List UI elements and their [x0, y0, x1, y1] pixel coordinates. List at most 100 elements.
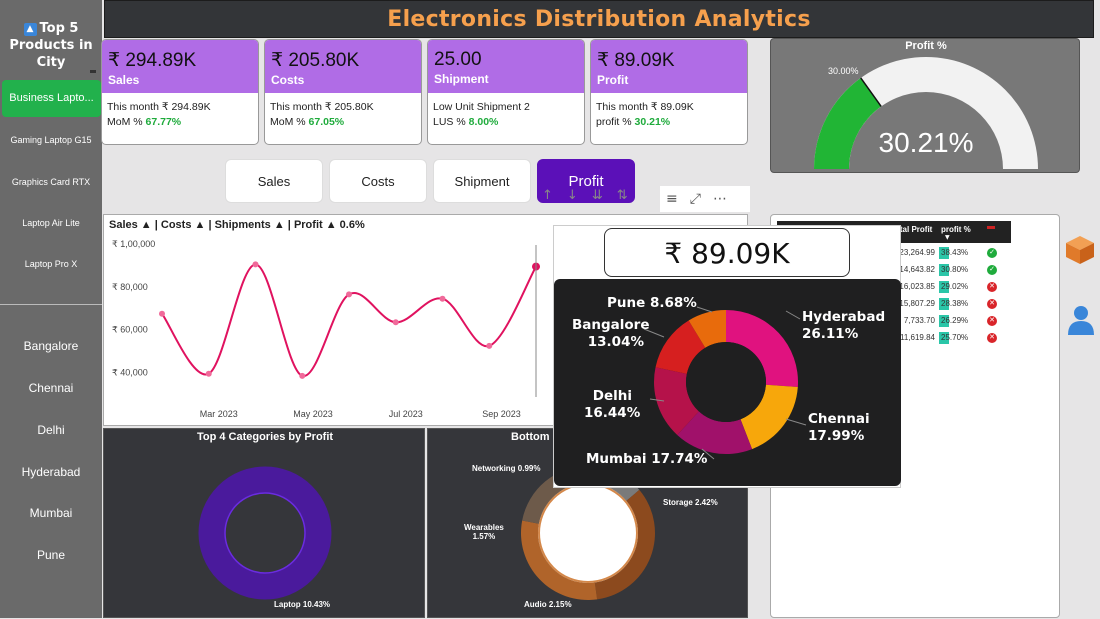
col-total-profit[interactable]: otal Profit: [895, 225, 933, 234]
kpi-card-profit: ₹ 89.09K Profit This month ₹ 89.09K profi…: [590, 39, 748, 145]
x-circle-icon: ✕: [987, 282, 997, 292]
panel-title: Bottom: [511, 431, 550, 443]
drill-down-icon[interactable]: ↓: [566, 188, 592, 203]
chart-title: Sales ▲ | Costs ▲ | Shipments ▲ | Profit…: [109, 219, 365, 231]
kpi-this-month: This month ₹ 294.89K: [107, 101, 211, 113]
gauge-value: 30.21%: [878, 127, 974, 158]
user-icon[interactable]: [1066, 304, 1096, 336]
gauge-marker-label: 30.00%: [828, 66, 859, 76]
leader-line: [785, 310, 801, 320]
focus-mode-icon[interactable]: ⤢: [689, 191, 713, 207]
city-slice[interactable]: [654, 367, 699, 435]
profit-gauge-panel: Profit % 30.00% 30.21%: [770, 38, 1080, 173]
city-item-pune[interactable]: Pune: [36, 548, 66, 562]
drill-up-icon[interactable]: ↑: [542, 188, 567, 203]
kpi-card-sales: ₹ 294.89K Sales This month ₹ 294.89K MoM …: [101, 39, 259, 145]
cell-profit-pct: 30.80%: [941, 265, 969, 274]
dashboard-title: Electronics Distribution Analytics: [104, 0, 1094, 38]
kpi-value: ₹ 205.80K: [271, 50, 360, 71]
popup-profit-card: ₹ 89.09K: [604, 228, 850, 277]
panel-title: Top 4 Categories by Profit: [196, 431, 334, 443]
cell-profit-pct-bar: [939, 247, 949, 259]
category-slice[interactable]: [521, 520, 598, 600]
city-item-mumbai[interactable]: Mumbai: [29, 506, 73, 520]
shipment-button[interactable]: Shipment: [433, 159, 531, 203]
costs-button[interactable]: Costs: [329, 159, 427, 203]
y-tick-label: ₹ 60,000: [112, 325, 148, 335]
status-header-icon: [987, 226, 995, 229]
city-slice[interactable]: [740, 384, 798, 450]
city-item-hyderabad[interactable]: Hyderabad: [21, 465, 81, 479]
product-item[interactable]: Laptop Air Lite: [22, 218, 80, 228]
table-row[interactable]: 11,619.84 25.70% ✕: [777, 330, 1011, 347]
product-item[interactable]: Laptop Pro X: [24, 259, 78, 269]
y-tick-label: ₹ 1,00,000: [112, 239, 155, 249]
expand-all-icon[interactable]: ⇊: [591, 188, 617, 203]
city-item-bangalore[interactable]: Bangalore: [23, 339, 79, 353]
drill-mode-icon[interactable]: ⇅: [616, 188, 642, 203]
city-slice[interactable]: [677, 411, 753, 454]
more-options-icon[interactable]: ⋯: [712, 191, 739, 207]
cell-profit-pct: 28.38%: [941, 299, 969, 308]
col-profit-pct[interactable]: profit %: [941, 225, 971, 234]
cell-profit-pct: 38.43%: [941, 248, 969, 257]
visual-toolbar: ↑↓⇊⇅: [536, 188, 652, 212]
product-item[interactable]: Gaming Laptop G15: [10, 135, 92, 145]
gauge-target-marker: [860, 77, 882, 107]
product-item[interactable]: Graphics Card RTX: [11, 177, 91, 187]
city-slice[interactable]: [688, 310, 726, 348]
data-point[interactable]: [392, 319, 399, 326]
leader-line: [701, 448, 715, 460]
cell-profit-pct: 25.70%: [941, 333, 969, 342]
line-chart: ₹ 1,00,000 ₹ 80,000 ₹ 60,000 ₹ 40,000 Mar 20…: [112, 239, 540, 419]
x-tick-label: Mar 2023: [200, 409, 238, 419]
slice-label-chennai: Chennai 17.99%: [808, 411, 870, 444]
gauge-chart: [814, 57, 1038, 169]
cell-profit-pct-bar: [939, 332, 949, 344]
product-item-business-laptop[interactable]: Business Lapto...: [2, 80, 101, 117]
filter-icon[interactable]: ≡: [666, 191, 690, 207]
data-point[interactable]: [159, 310, 165, 317]
profit-button[interactable]: Profit: [537, 159, 635, 203]
check-circle-icon: ✓: [987, 265, 997, 275]
cell-total-profit: 15,807.29: [899, 299, 935, 308]
city-slice[interactable]: [655, 320, 706, 374]
data-point[interactable]: [252, 261, 259, 268]
data-point[interactable]: [486, 342, 493, 349]
box-icon[interactable]: [1064, 234, 1096, 266]
top-categories-donut: [198, 466, 332, 600]
slice-label-pune: Pune 8.68%: [607, 295, 697, 311]
data-point[interactable]: [346, 291, 352, 298]
cell-total-profit: 16,023.85: [899, 282, 935, 291]
data-point[interactable]: [205, 370, 212, 377]
donut-hole: [538, 483, 638, 583]
cell-profit-pct: 29.02%: [941, 282, 969, 291]
sort-desc-icon: ▼: [945, 234, 950, 241]
data-point[interactable]: [439, 295, 446, 302]
slice-laptop: [198, 466, 332, 600]
leader-line: [649, 398, 665, 402]
category-slice[interactable]: [594, 489, 655, 600]
table-row[interactable]: 16,023.85 29.02% ✕: [777, 279, 1011, 296]
kpi-mom: MoM % 67.77%: [107, 116, 182, 128]
sales-button[interactable]: Sales: [225, 159, 323, 203]
city-item-chennai[interactable]: Chennai: [28, 381, 74, 395]
x-circle-icon: ✕: [987, 299, 997, 309]
slice-label-delhi: Delhi 16.44%: [584, 388, 641, 421]
table-body: 23,264.99 38.43% ✓ 14,643.82 30.80% ✓ 16,023.8…: [777, 245, 1011, 347]
leader-line: [785, 418, 807, 426]
table-row[interactable]: 14,643.82 30.80% ✓: [777, 262, 1011, 279]
table-row[interactable]: 23,264.99 38.43% ✓: [777, 245, 1011, 262]
kpi-profit-pct: profit % 30.21%: [596, 116, 671, 128]
city-item-delhi[interactable]: Delhi: [37, 423, 65, 437]
data-point[interactable]: [299, 372, 306, 379]
gauge-fill: [814, 77, 882, 169]
kpi-this-month: This month ₹ 89.09K: [596, 101, 694, 113]
table-row[interactable]: 15,807.29 28.38% ✕: [777, 296, 1011, 313]
cell-profit-pct-bar: [939, 298, 949, 310]
table-row[interactable]: 7,733.70 26.29% ✕: [777, 313, 1011, 330]
kpi-lus: LUS % 8.00%: [433, 116, 499, 128]
city-slice[interactable]: [726, 310, 798, 388]
slice-label-bangalore: Bangalore 13.04%: [572, 317, 650, 350]
cell-profit-pct-bar: [939, 315, 949, 327]
